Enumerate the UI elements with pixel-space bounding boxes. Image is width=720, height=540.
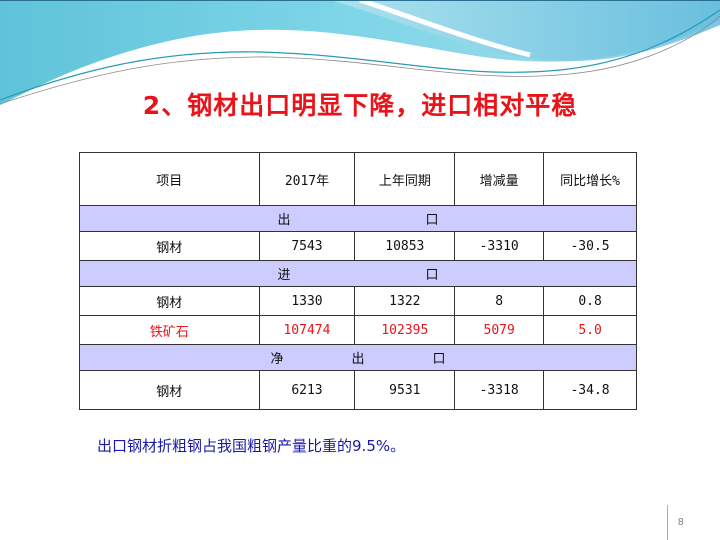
page-number: 8 <box>678 517 684 528</box>
section-label-part: 出 <box>351 352 365 367</box>
table-cell: 5079 <box>454 315 545 345</box>
table-cell: 9531 <box>354 370 456 410</box>
table-cell: 10853 <box>354 231 456 261</box>
table-row: 钢材 1330 1322 8 0.8 <box>79 286 637 316</box>
section-label-part: 口 <box>432 352 446 367</box>
steel-trade-table: 项目 2017年 上年同期 增减量 同比增长% 出口钢材 7543 10853 -3310 -30… <box>79 152 637 410</box>
table-cell: 7543 <box>258 231 356 261</box>
table-cell: 107474 <box>258 315 356 345</box>
section-label-part: 出 <box>277 213 291 228</box>
table-cell: 6213 <box>258 370 356 410</box>
table-cell: 8 <box>454 286 545 316</box>
table-row: 钢材 6213 9531 -3318 -34.8 <box>79 370 637 410</box>
table-cell: -30.5 <box>543 231 637 261</box>
table-cell: -3318 <box>454 370 545 410</box>
section-label: 净出口 <box>79 344 637 371</box>
footnote-text: 出口钢材折粗钢占我国粗钢产量比重的9.5%。 <box>97 437 406 455</box>
section-row: 进口 <box>79 260 637 287</box>
table-cell: 钢材 <box>79 231 260 261</box>
section-label-part: 净 <box>270 352 284 367</box>
table-row: 铁矿石 107474 102395 5079 5.0 <box>79 315 637 345</box>
column-header: 增减量 <box>454 152 545 206</box>
column-header: 同比增长% <box>543 152 637 206</box>
table-cell: 1330 <box>258 286 356 316</box>
footer-divider <box>667 505 668 540</box>
table-cell: -3310 <box>454 231 545 261</box>
section-label: 进口 <box>79 260 637 287</box>
table-cell: 5.0 <box>543 315 637 345</box>
section-row: 出口 <box>79 205 637 232</box>
table-cell: -34.8 <box>543 370 637 410</box>
table-header-row: 项目 2017年 上年同期 增减量 同比增长% <box>79 152 637 206</box>
table-cell: 1322 <box>354 286 456 316</box>
table-cell: 102395 <box>354 315 456 345</box>
slide-title: 2、钢材出口明显下降，进口相对平稳 <box>142 91 578 120</box>
section-label: 出口 <box>79 205 637 232</box>
table-cell: 钢材 <box>79 370 260 410</box>
table-row: 钢材 7543 10853 -3310 -30.5 <box>79 231 637 261</box>
section-label-part: 进 <box>277 268 291 283</box>
column-header: 上年同期 <box>354 152 456 206</box>
column-header: 2017年 <box>258 152 356 206</box>
table-cell: 0.8 <box>543 286 637 316</box>
column-header: 项目 <box>79 152 260 206</box>
header-wave-decoration <box>0 0 720 105</box>
table-cell: 钢材 <box>79 286 260 316</box>
section-label-part: 口 <box>425 213 439 228</box>
table-cell: 铁矿石 <box>79 315 260 345</box>
section-row: 净出口 <box>79 344 637 371</box>
section-label-part: 口 <box>425 268 439 283</box>
